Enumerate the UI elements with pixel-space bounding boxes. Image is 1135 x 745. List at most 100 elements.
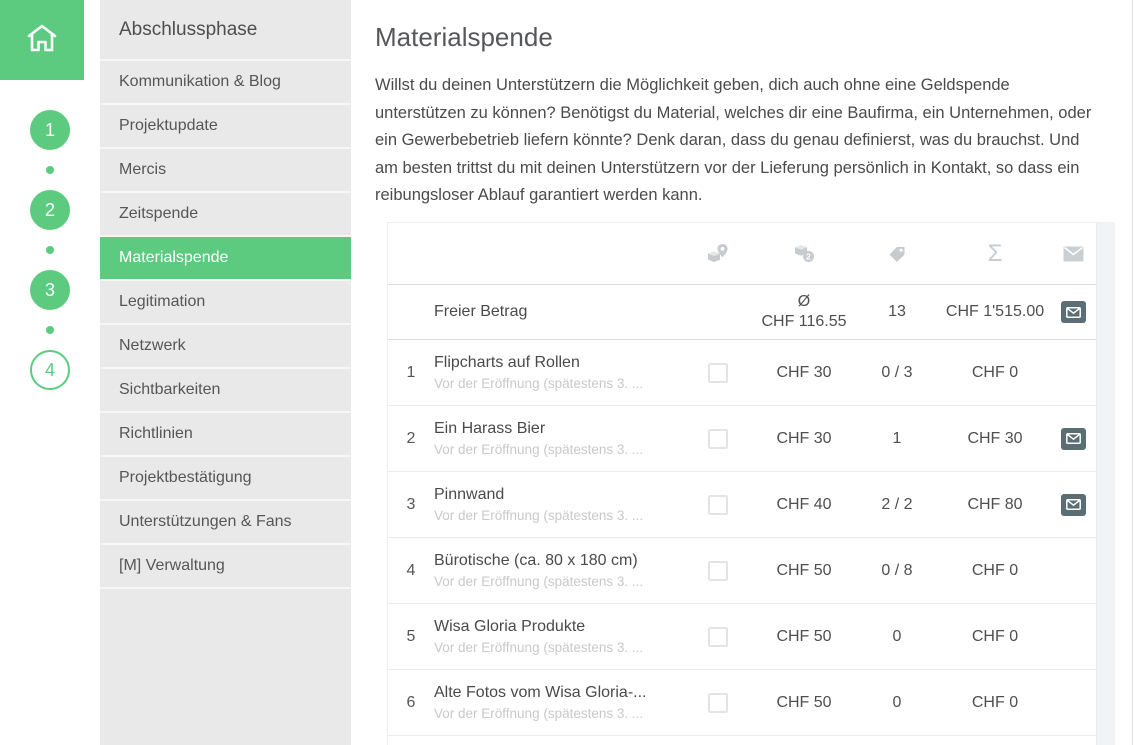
- intro-paragraph: Willst du deinen Unterstützern die Mögli…: [375, 76, 1092, 204]
- summary-count: 13: [888, 303, 906, 320]
- row-quantity: 2 / 2: [881, 495, 913, 513]
- step-dot: [46, 166, 54, 174]
- row-index: 3: [406, 495, 416, 513]
- sidebar-item-label: Materialspende: [119, 249, 229, 266]
- sidebar-item-label: Sichtbarkeiten: [119, 381, 221, 398]
- package-quantity-icon: 2: [754, 244, 854, 263]
- table-header-row: 2 Σ: [388, 223, 1096, 285]
- row-subtitle: Vor der Eröffnung (spätestens 3. ...: [434, 574, 644, 589]
- table-row: 6 Alte Fotos vom Wisa Gloria-... Vor der…: [388, 670, 1096, 736]
- sidebar-item-label: Projektbestätigung: [119, 469, 252, 486]
- step-circle-3[interactable]: 3: [30, 270, 70, 310]
- row-title: Pinnwand: [434, 486, 505, 503]
- row-total: CHF 0: [971, 363, 1019, 381]
- table-row: 1 Flipcharts auf Rollen Vor der Eröffnun…: [388, 340, 1096, 406]
- row-subtitle: Vor der Eröffnung (spätestens 3. ...: [434, 706, 644, 721]
- row-total: CHF 0: [971, 693, 1019, 711]
- step-circle-4[interactable]: 4: [30, 350, 70, 390]
- table-row: 3 Pinnwand Vor der Eröffnung (spätestens…: [388, 472, 1096, 538]
- sidebar-item-sichtbarkeiten[interactable]: Sichtbarkeiten: [100, 369, 351, 413]
- row-subtitle: Vor der Eröffnung (spätestens 3. ...: [434, 640, 644, 655]
- sidebar-item-label: Richtlinien: [119, 425, 193, 442]
- row-total: CHF 30: [967, 429, 1023, 447]
- table-row: 5 Wisa Gloria Produkte Vor der Eröffnung…: [388, 604, 1096, 670]
- row-mail-button[interactable]: [1060, 427, 1086, 450]
- sidebar-item-label: Legitimation: [119, 293, 206, 310]
- row-title: Ein Harass Bier: [434, 420, 546, 437]
- sidebar-item-m-verwaltung[interactable]: [M] Verwaltung: [100, 545, 351, 589]
- table-scrollbar[interactable]: [1097, 222, 1115, 745]
- row-checkbox[interactable]: [708, 494, 728, 515]
- package-location-icon: [682, 244, 754, 263]
- step-rail: 1 2 3 4: [0, 80, 100, 390]
- material-table: 2 Σ Freier Betrag: [387, 222, 1097, 745]
- summary-title: Freier Betrag: [434, 303, 528, 320]
- row-index: 6: [406, 693, 416, 711]
- row-index: 4: [406, 561, 416, 579]
- row-index: 1: [406, 363, 416, 381]
- table-body: 1 Flipcharts auf Rollen Vor der Eröffnun…: [388, 340, 1096, 736]
- row-total: CHF 80: [967, 495, 1023, 513]
- sidebar-item-label: Unterstützungen & Fans: [119, 513, 292, 530]
- row-checkbox[interactable]: [708, 428, 728, 449]
- sidebar-item-label: Projektupdate: [119, 117, 218, 134]
- row-title: Bürotische (ca. 80 x 180 cm): [434, 552, 638, 569]
- sidebar-item-label: [M] Verwaltung: [119, 557, 225, 574]
- row-price: CHF 50: [776, 561, 832, 579]
- home-button[interactable]: [0, 0, 84, 80]
- sidebar-item-label: Netzwerk: [119, 337, 186, 354]
- row-price: CHF 30: [776, 429, 832, 447]
- table-row: 4 Bürotische (ca. 80 x 180 cm) Vor der E…: [388, 538, 1096, 604]
- sidebar-item-mercis[interactable]: Mercis: [100, 149, 351, 193]
- step-circle-2[interactable]: 2: [30, 190, 70, 230]
- step-dot: [46, 326, 54, 334]
- summary-average: Ø CHF 116.55: [761, 293, 847, 330]
- summary-total: CHF 1'515.00: [945, 303, 1045, 320]
- row-checkbox[interactable]: [708, 560, 728, 581]
- sidebar-item-projektbestaetigung[interactable]: Projektbestätigung: [100, 457, 351, 501]
- row-mail-button[interactable]: [1060, 493, 1086, 516]
- svg-text:2: 2: [806, 252, 811, 262]
- row-index: 2: [406, 429, 416, 447]
- mail-icon: [1050, 246, 1096, 262]
- sidebar-item-legitimation[interactable]: Legitimation: [100, 281, 351, 325]
- row-quantity: 0 / 3: [881, 363, 913, 381]
- sidebar-item-kommunikation-blog[interactable]: Kommunikation & Blog: [100, 61, 351, 105]
- row-total: CHF 0: [971, 561, 1019, 579]
- page-title: Materialspende: [375, 22, 553, 52]
- sidebar-phase-header: Abschlussphase: [100, 0, 351, 61]
- row-checkbox[interactable]: [708, 626, 728, 647]
- row-title: Alte Fotos vom Wisa Gloria-...: [434, 684, 647, 701]
- row-quantity: 0 / 8: [881, 561, 913, 579]
- row-quantity: 0: [892, 693, 902, 711]
- row-quantity: 0: [892, 627, 902, 645]
- row-index: 5: [406, 627, 416, 645]
- row-price: CHF 50: [776, 693, 832, 711]
- step-circle-1[interactable]: 1: [30, 110, 70, 150]
- sidebar-item-unterstuetzungen-fans[interactable]: Unterstützungen & Fans: [100, 501, 351, 545]
- row-title: Wisa Gloria Produkte: [434, 618, 586, 635]
- row-total: CHF 0: [971, 627, 1019, 645]
- summary-row: Freier Betrag Ø CHF 116.55 13 CHF 1'515.…: [388, 285, 1096, 340]
- home-icon: [25, 23, 59, 58]
- price-tag-icon: [854, 245, 940, 263]
- row-title: Flipcharts auf Rollen: [434, 354, 580, 371]
- sidebar-item-materialspende[interactable]: Materialspende: [100, 237, 351, 281]
- sidebar-item-zeitspende[interactable]: Zeitspende: [100, 193, 351, 237]
- page-edge-divider: [1132, 0, 1133, 745]
- sidebar-menu: Abschlussphase Kommunikation & Blog Proj…: [100, 0, 351, 745]
- row-quantity: 1: [892, 429, 902, 447]
- row-checkbox[interactable]: [708, 362, 728, 383]
- sidebar-item-richtlinien[interactable]: Richtlinien: [100, 413, 351, 457]
- row-price: CHF 30: [776, 363, 832, 381]
- sidebar-item-netzwerk[interactable]: Netzwerk: [100, 325, 351, 369]
- summary-mail-button[interactable]: [1060, 301, 1086, 323]
- sidebar-item-projektupdate[interactable]: Projektupdate: [100, 105, 351, 149]
- row-subtitle: Vor der Eröffnung (spätestens 3. ...: [434, 508, 644, 523]
- table-row: 2 Ein Harass Bier Vor der Eröffnung (spä…: [388, 406, 1096, 472]
- row-checkbox[interactable]: [708, 692, 728, 713]
- row-subtitle: Vor der Eröffnung (spätestens 3. ...: [434, 376, 644, 391]
- sidebar-item-label: Zeitspende: [119, 205, 199, 222]
- row-price: CHF 40: [776, 495, 832, 513]
